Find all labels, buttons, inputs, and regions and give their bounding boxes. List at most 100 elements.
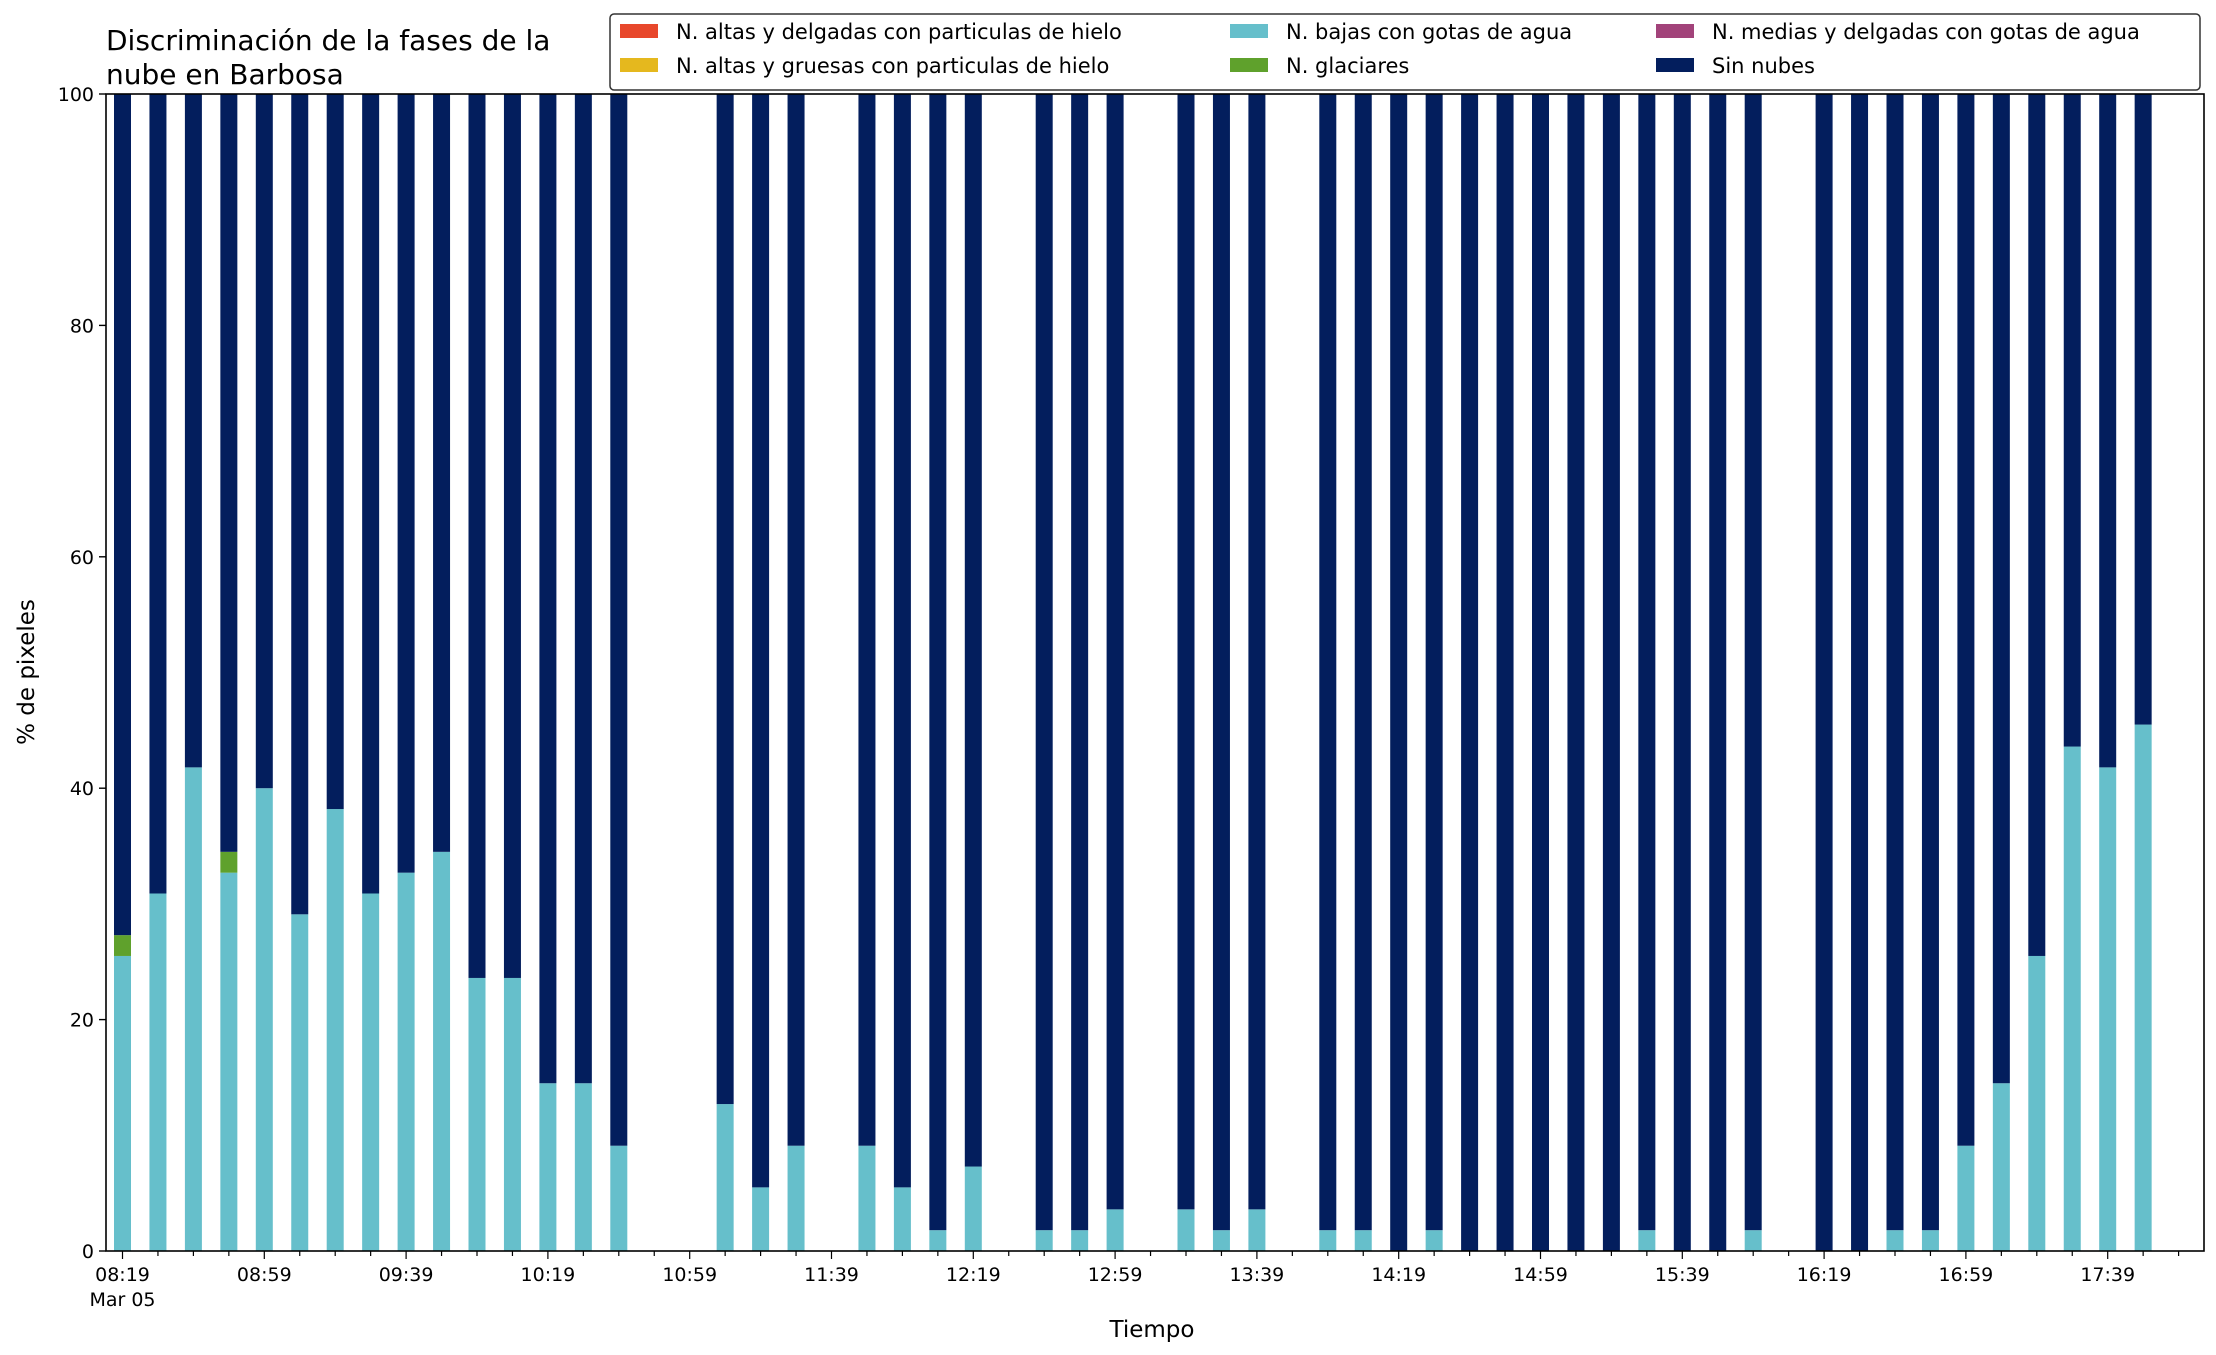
- x-tick-label: 10:19: [521, 1264, 576, 1286]
- bar-segment-n-bajas-con-gotas-de-agua-53: [1992, 1083, 2010, 1251]
- bar-segment-sin-nubes-49: [1851, 94, 1869, 1251]
- x-tick-label: 13:39: [1230, 1264, 1285, 1286]
- bar-segment-n-bajas-con-gotas-de-agua-54: [2028, 955, 2046, 1251]
- bar-segment-sin-nubes-51: [1921, 94, 1939, 1231]
- bar-segment-sin-nubes-26: [1035, 94, 1053, 1231]
- bar-segment-sin-nubes-44: [1673, 94, 1691, 1251]
- x-axis-label: Tiempo: [1109, 1317, 1195, 1343]
- chart-title-line-2: nube en Barbosa: [106, 58, 344, 91]
- x-tick-label: 17:39: [2080, 1264, 2135, 1286]
- x-tick-label: 12:19: [946, 1264, 1001, 1286]
- bar-segment-n-bajas-con-gotas-de-agua-56: [2099, 767, 2117, 1251]
- bar-segment-sin-nubes-0: [114, 94, 131, 936]
- bar-segment-sin-nubes-39: [1496, 94, 1514, 1251]
- bar-segment-n-bajas-con-gotas-de-agua-37: [1425, 1230, 1443, 1251]
- y-axis-label: % de pixeles: [14, 599, 40, 745]
- bar-segment-sin-nubes-2: [184, 94, 202, 768]
- bar-segment-n-bajas-con-gotas-de-agua-11: [503, 977, 521, 1251]
- legend-swatch-n-medias-y-delgadas-con-gotas-de-agua: [1656, 24, 1694, 38]
- bar-segment-n-bajas-con-gotas-de-agua-27: [1071, 1230, 1089, 1251]
- bar-segment-n-bajas-con-gotas-de-agua-8: [397, 872, 415, 1251]
- bar-segment-sin-nubes-13: [574, 94, 592, 1084]
- x-tick-label: 14:59: [1513, 1264, 1568, 1286]
- bar-segment-n-bajas-con-gotas-de-agua-34: [1319, 1230, 1337, 1251]
- bar-segment-sin-nubes-8: [397, 94, 415, 873]
- bar-segment-n-bajas-con-gotas-de-agua-17: [716, 1104, 734, 1251]
- bar-segment-sin-nubes-42: [1602, 94, 1620, 1251]
- bar-segment-n-bajas-con-gotas-de-agua-9: [433, 851, 451, 1251]
- bar-segment-sin-nubes-37: [1425, 94, 1443, 1231]
- bar-segment-sin-nubes-31: [1212, 94, 1230, 1231]
- x-tick-label: 16:19: [1797, 1264, 1852, 1286]
- bar-segment-sin-nubes-7: [362, 94, 380, 894]
- bar-segment-sin-nubes-30: [1177, 94, 1195, 1210]
- bar-segment-n-bajas-con-gotas-de-agua-13: [574, 1083, 592, 1251]
- bar-segment-sin-nubes-38: [1461, 94, 1479, 1251]
- bar-segment-n-bajas-con-gotas-de-agua-26: [1035, 1230, 1053, 1251]
- legend-label-n-altas-y-gruesas-con-particulas-de-hielo: N. altas y gruesas con particulas de hie…: [676, 54, 1109, 78]
- bar-segment-n-bajas-con-gotas-de-agua-46: [1744, 1230, 1762, 1251]
- bars: [114, 94, 2152, 1251]
- bar-segment-n-bajas-con-gotas-de-agua-28: [1106, 1209, 1124, 1251]
- bar-segment-n-bajas-con-gotas-de-agua-4: [255, 788, 273, 1251]
- y-tick-label: 0: [82, 1241, 94, 1263]
- x-tick-label: 11:39: [804, 1264, 859, 1286]
- chart-title-line-1: Discriminación de la fases de la: [106, 24, 550, 57]
- bar-segment-n-bajas-con-gotas-de-agua-30: [1177, 1209, 1195, 1251]
- bar-segment-sin-nubes-55: [2063, 94, 2081, 747]
- bar-segment-sin-nubes-34: [1319, 94, 1337, 1231]
- bar-segment-sin-nubes-45: [1709, 94, 1727, 1251]
- bar-segment-sin-nubes-36: [1390, 94, 1408, 1251]
- bar-segment-sin-nubes-4: [255, 94, 273, 789]
- bar-segment-sin-nubes-53: [1992, 94, 2010, 1084]
- bar-segment-sin-nubes-21: [858, 94, 876, 1146]
- bar-segment-n-bajas-con-gotas-de-agua-18: [752, 1187, 770, 1251]
- legend-label-n-glaciares: N. glaciares: [1286, 54, 1409, 78]
- bar-segment-n-bajas-con-gotas-de-agua-50: [1886, 1230, 1904, 1251]
- bar-segment-n-bajas-con-gotas-de-agua-23: [929, 1230, 947, 1251]
- legend-swatch-n-glaciares: [1230, 58, 1268, 72]
- bar-segment-sin-nubes-41: [1567, 94, 1585, 1251]
- legend-swatch-n-altas-y-gruesas-con-particulas-de-hielo: [620, 58, 658, 72]
- bar-segment-sin-nubes-22: [893, 94, 911, 1188]
- y-tick-label: 80: [70, 315, 94, 337]
- y-tick-label: 40: [70, 778, 94, 800]
- legend-swatch-n-bajas-con-gotas-de-agua: [1230, 24, 1268, 38]
- y-tick-label: 60: [70, 547, 94, 569]
- bar-segment-n-glaciares-3: [220, 851, 238, 873]
- plot-frame: [105, 93, 2205, 1252]
- legend: N. altas y delgadas con particulas de hi…: [609, 13, 2201, 91]
- bar-segment-sin-nubes-40: [1532, 94, 1549, 1251]
- x-axis: 08:19 08:59 09:39 10:19 10:59 11:39 12:19 12:59…: [89, 1251, 2180, 1311]
- bar-segment-n-bajas-con-gotas-de-agua-55: [2063, 746, 2081, 1251]
- x-tick-label: 08:59: [237, 1264, 292, 1286]
- bar-segment-n-bajas-con-gotas-de-agua-57: [2134, 724, 2152, 1251]
- bar-segment-n-bajas-con-gotas-de-agua-31: [1212, 1230, 1230, 1251]
- bar-segment-n-bajas-con-gotas-de-agua-14: [610, 1145, 628, 1251]
- bar-segment-sin-nubes-5: [291, 94, 309, 915]
- bar-segment-sin-nubes-43: [1638, 94, 1656, 1231]
- bar-segment-sin-nubes-57: [2134, 94, 2152, 725]
- bar-segment-sin-nubes-3: [220, 94, 238, 852]
- x-tick-label: 16:59: [1939, 1264, 1994, 1286]
- x-tick-label: 15:39: [1655, 1264, 1710, 1286]
- x-tick-label: 08:19: [95, 1264, 150, 1286]
- bar-segment-n-bajas-con-gotas-de-agua-21: [858, 1145, 876, 1251]
- legend-swatch-n-altas-y-delgadas-con-particulas-de-hielo: [620, 24, 658, 38]
- y-axis: 0 20 40 60 80 100: [58, 84, 106, 1263]
- x-tick-label: 14:19: [1371, 1264, 1426, 1286]
- bar-segment-n-bajas-con-gotas-de-agua-35: [1354, 1230, 1372, 1251]
- bar-segment-n-bajas-con-gotas-de-agua-5: [291, 914, 309, 1251]
- bar-segment-n-bajas-con-gotas-de-agua-43: [1638, 1230, 1656, 1251]
- bar-segment-n-bajas-con-gotas-de-agua-1: [149, 893, 167, 1251]
- legend-frame: [609, 13, 2201, 91]
- bar-segment-n-bajas-con-gotas-de-agua-24: [964, 1166, 982, 1251]
- bar-segment-sin-nubes-18: [752, 94, 770, 1188]
- bar-segment-sin-nubes-24: [964, 94, 982, 1167]
- bar-segment-sin-nubes-23: [929, 94, 947, 1231]
- bar-segment-sin-nubes-48: [1815, 94, 1833, 1251]
- legend-label-n-bajas-con-gotas-de-agua: N. bajas con gotas de agua: [1286, 20, 1572, 44]
- bar-segment-sin-nubes-27: [1071, 94, 1089, 1231]
- bar-segment-n-bajas-con-gotas-de-agua-32: [1248, 1209, 1266, 1251]
